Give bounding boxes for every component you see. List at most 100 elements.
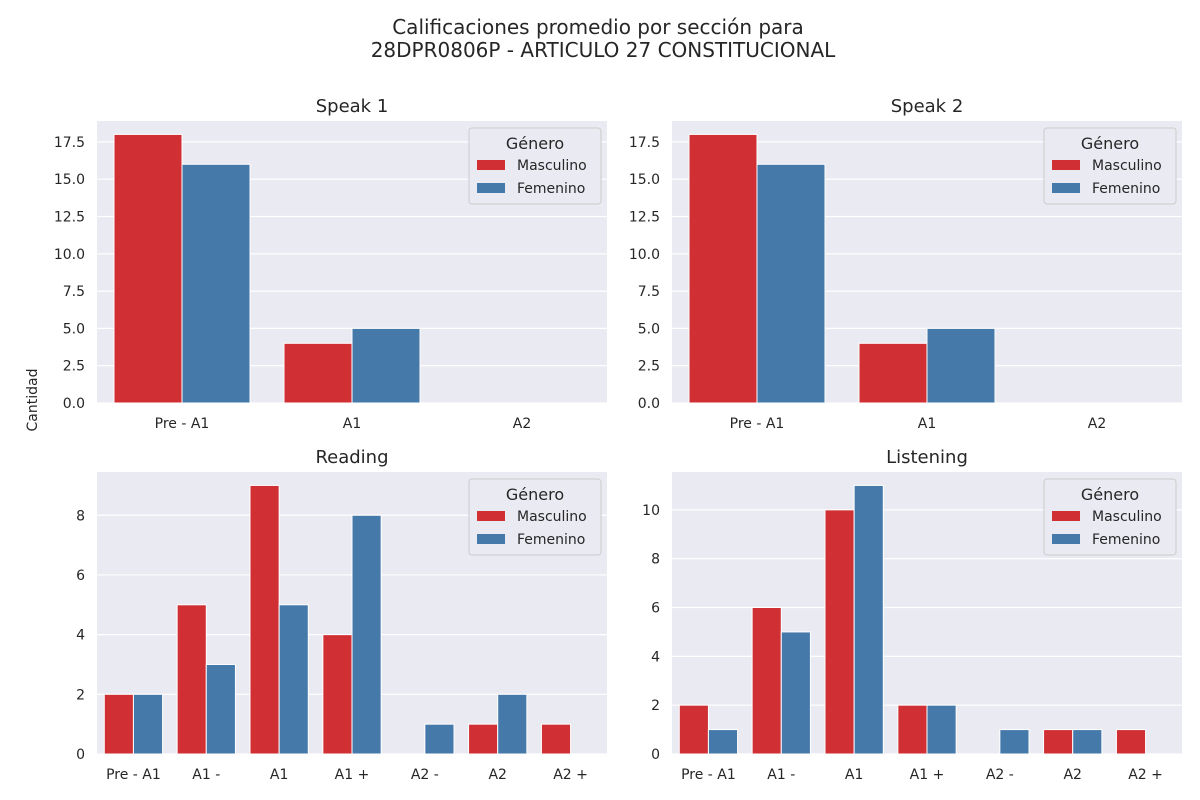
panel-title: Speak 2: [891, 96, 964, 117]
panel-speak-1: 0.0 2.5 5.0 7.5 10.0 12.5 15.0 17.5 Pre - A1 A1 A2…: [54, 96, 607, 432]
y-tick-label: 6: [76, 568, 85, 584]
legend-entry-masculino: Masculino: [1092, 509, 1162, 525]
y-tick-label: 12.5: [629, 209, 660, 225]
y-axis-label: Cantidad: [25, 369, 41, 432]
legend-swatch-masculino: [1052, 511, 1080, 521]
panel-title: Reading: [315, 447, 388, 468]
y-tick-label: 10.0: [629, 247, 660, 263]
legend-entry-masculino: Masculino: [517, 158, 587, 174]
bar-femenino-a2: [424, 723, 455, 755]
bar-masculino-pre-a1: [678, 704, 709, 755]
x-tick-label: A2: [1063, 767, 1081, 783]
legend: Género Masculino Femenino: [1043, 478, 1177, 556]
y-tick-label: 2.5: [63, 359, 85, 375]
y-tick-label: 15.0: [54, 172, 85, 188]
panel-listening: 0 2 4 6 8 10 Pre - A1 A1 - A1 A1 + A2 - A2 A2 + Liste…: [642, 447, 1182, 783]
bar-femenino-a2: [497, 693, 528, 755]
bar-femenino-a2: [1072, 729, 1103, 755]
x-tick-label: A2 -: [986, 767, 1014, 783]
legend-swatch-masculino: [1052, 160, 1080, 170]
bar-masculino-pre-a1: [688, 133, 758, 404]
y-tick-label: 8: [651, 552, 660, 568]
legend-entry-femenino: Femenino: [1092, 532, 1160, 548]
x-tick-label: A2 +: [553, 767, 588, 783]
x-tick-label: Pre - A1: [106, 767, 161, 783]
bar-femenino-a1: [926, 327, 996, 404]
legend-swatch-femenino: [477, 534, 505, 544]
bar-masculino-pre-a1: [103, 693, 134, 755]
y-tick-label: 10.0: [54, 247, 85, 263]
bar-femenino-a1: [278, 604, 309, 755]
bar-masculino-a2: [468, 723, 499, 755]
x-tick-label: A1: [845, 767, 863, 783]
legend-swatch-femenino: [1052, 534, 1080, 544]
x-tick-label: A1: [918, 416, 936, 432]
legend-swatch-masculino: [477, 160, 505, 170]
figure-title-line-2: 28DPR0806P - ARTICULO 27 CONSTITUCIONAL: [371, 38, 836, 62]
legend-title: Género: [506, 485, 564, 504]
legend-entry-masculino: Masculino: [517, 509, 587, 525]
x-tick-label: Pre - A1: [730, 416, 785, 432]
legend-entry-femenino: Femenino: [517, 181, 585, 197]
x-tick-label: A1 -: [767, 767, 795, 783]
bar-femenino-a1: [205, 663, 236, 755]
x-tick-label: A2: [513, 416, 531, 432]
x-tick-label: A2 -: [411, 767, 439, 783]
x-tick-label: A2 +: [1128, 767, 1163, 783]
legend: Género Masculino Femenino: [468, 127, 602, 205]
y-tick-label: 7.5: [638, 284, 660, 300]
bar-masculino-a2: [540, 723, 572, 755]
x-tick-label: A1: [343, 416, 361, 432]
bar-masculino-a2: [1115, 729, 1147, 755]
bar-masculino-pre-a1: [113, 133, 183, 404]
legend-entry-femenino: Femenino: [517, 532, 585, 548]
bar-masculino-a1: [322, 634, 353, 755]
x-tick-label: A1 +: [910, 767, 945, 783]
legend-swatch-masculino: [477, 511, 505, 521]
panel-title: Listening: [886, 447, 968, 468]
bar-masculino-a1: [283, 342, 353, 404]
bar-masculino-a1: [824, 509, 855, 755]
y-tick-label: 5.0: [638, 321, 660, 337]
legend: Género Masculino Femenino: [468, 478, 602, 556]
bar-femenino-a2: [999, 729, 1030, 755]
y-tick-label: 2.5: [638, 359, 660, 375]
x-tick-label: Pre - A1: [155, 416, 210, 432]
bar-femenino-pre-a1: [756, 163, 826, 404]
legend-title: Género: [1081, 485, 1139, 504]
x-tick-label: A1 -: [192, 767, 220, 783]
panel-speak-2: 0.0 2.5 5.0 7.5 10.0 12.5 15.0 17.5 Pre - A1 A1 A2…: [629, 96, 1182, 432]
bar-masculino-a1: [858, 342, 928, 404]
y-tick-label: 8: [76, 508, 85, 524]
bar-femenino-a1: [351, 514, 382, 755]
y-tick-label: 0.0: [63, 396, 85, 412]
y-tick-label: 2: [76, 687, 85, 703]
x-tick-label: A2: [488, 767, 506, 783]
y-tick-label: 6: [651, 601, 660, 617]
y-tick-label: 17.5: [629, 135, 660, 151]
legend-swatch-femenino: [1052, 183, 1080, 193]
bar-femenino-a1: [926, 704, 957, 755]
y-tick-label: 4: [76, 628, 85, 644]
y-tick-label: 0: [651, 747, 660, 763]
bar-femenino-pre-a1: [181, 163, 251, 404]
panel-title: Speak 1: [316, 96, 389, 117]
y-tick-label: 7.5: [63, 284, 85, 300]
x-tick-label: A1 +: [335, 767, 370, 783]
bar-femenino-pre-a1: [132, 693, 164, 755]
panel-reading: 0 2 4 6 8 Pre - A1 A1 - A1 A1 + A2 - A2 A2 + Reading…: [76, 447, 607, 783]
bar-femenino-a1: [853, 484, 884, 755]
y-tick-label: 0: [76, 747, 85, 763]
y-tick-label: 10: [642, 503, 660, 519]
legend-title: Género: [1081, 134, 1139, 153]
y-tick-label: 5.0: [63, 321, 85, 337]
x-tick-label: A2: [1088, 416, 1106, 432]
y-tick-label: 2: [651, 698, 660, 714]
y-tick-label: 12.5: [54, 209, 85, 225]
x-tick-label: Pre - A1: [681, 767, 736, 783]
bar-masculino-a1: [176, 604, 207, 755]
figure-title-line-1: Calificaciones promedio por sección para: [392, 15, 804, 39]
legend-swatch-femenino: [477, 183, 505, 193]
bar-femenino-a1: [351, 327, 421, 404]
